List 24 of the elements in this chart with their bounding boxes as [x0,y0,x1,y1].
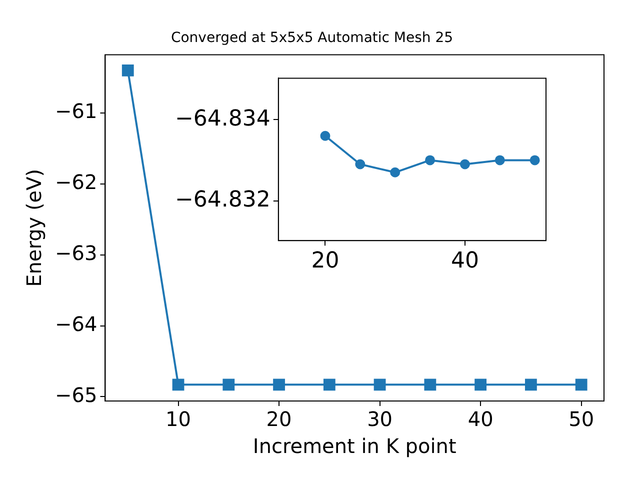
point [425,155,436,166]
x-axis-title: Increment in K point [252,434,456,458]
chart-title: Converged at 5x5x5 Automatic Mesh 25 [170,30,454,46]
y-tick-label: −64 [54,312,98,336]
x-tick-label: 20 [311,248,340,274]
y-tick-label: −64.834 [174,106,270,132]
y-tick-label: −64.832 [174,188,270,213]
point [320,130,330,141]
y-tick-label: −65 [54,382,98,407]
point [460,159,470,170]
x-tick-label: 10 [166,407,191,432]
x-tick-label: 20 [266,407,292,432]
point [355,159,366,170]
point [530,155,540,166]
point [390,167,400,178]
y-axis-title: Energy (eV) [22,168,46,287]
y-tick-label: −63 [54,241,98,266]
x-tick-label: 50 [568,407,594,432]
point [494,155,505,166]
x-tick-label: 40 [450,248,479,274]
x-tick-label: 30 [367,407,393,432]
y-tick-label: −61 [54,99,98,124]
x-tick-label: 40 [468,407,494,432]
y-tick-label: −62 [54,170,98,194]
